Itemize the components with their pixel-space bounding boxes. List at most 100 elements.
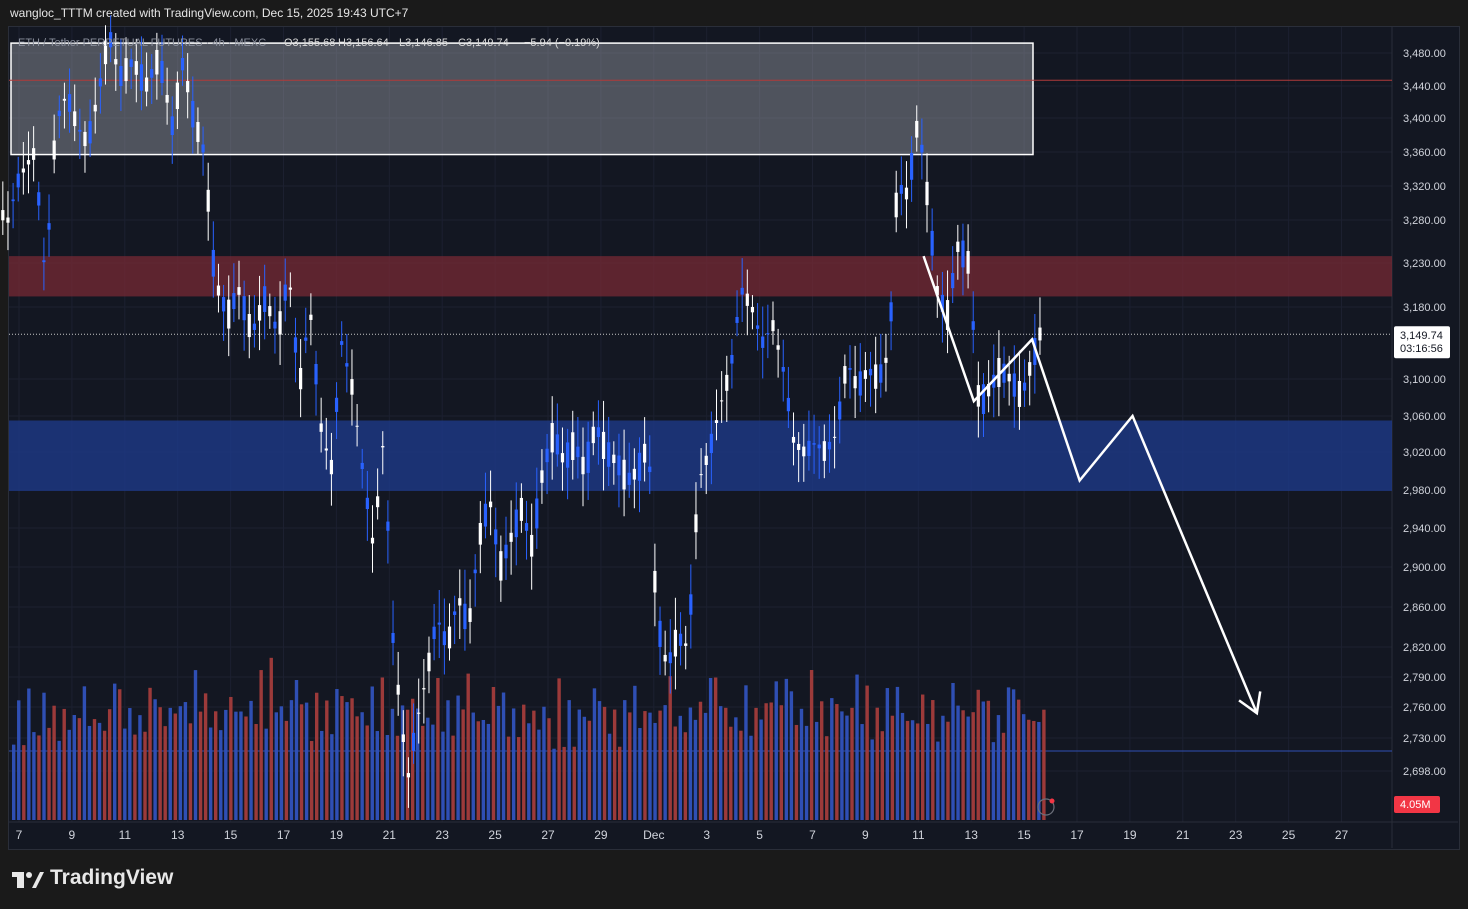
volume-bar bbox=[592, 688, 597, 820]
volume-bar bbox=[607, 733, 612, 820]
volume-bar bbox=[597, 701, 602, 820]
candle-body bbox=[386, 521, 390, 531]
volume-bars bbox=[12, 657, 1046, 820]
volume-bar bbox=[754, 707, 758, 820]
volume-bar bbox=[47, 727, 51, 820]
volume-bar bbox=[289, 700, 294, 820]
volume-bar bbox=[875, 707, 879, 820]
x-tick-label: 19 bbox=[1123, 828, 1137, 842]
y-tick-label: 3,360.00 bbox=[1403, 147, 1446, 159]
candle-body bbox=[596, 427, 601, 438]
volume-bar bbox=[825, 736, 829, 820]
volume-bar bbox=[784, 678, 789, 820]
brand-name: TradingView bbox=[50, 866, 174, 889]
candle-body bbox=[119, 66, 123, 87]
volume-bar bbox=[345, 702, 349, 820]
volume-bar bbox=[118, 689, 122, 820]
y-tick-label: 3,320.00 bbox=[1403, 181, 1446, 193]
volume-bar bbox=[128, 708, 132, 820]
candle-body bbox=[678, 633, 683, 646]
candle-body bbox=[304, 337, 308, 341]
volume-bar bbox=[830, 698, 834, 820]
candle-body bbox=[966, 251, 970, 274]
candle-body bbox=[899, 184, 903, 194]
candle-body bbox=[658, 620, 662, 648]
volume-bar bbox=[946, 721, 950, 820]
volume-bar bbox=[860, 724, 864, 820]
volume-bar bbox=[910, 720, 915, 820]
candle-body bbox=[411, 732, 416, 751]
candle-body bbox=[62, 98, 67, 101]
volume-bar bbox=[385, 734, 390, 820]
candle-body bbox=[268, 306, 272, 317]
volume-bar bbox=[996, 715, 1001, 820]
candle-body bbox=[740, 287, 744, 295]
candle-body bbox=[925, 181, 929, 206]
volume-bar bbox=[133, 734, 137, 820]
volume-bar bbox=[254, 724, 258, 820]
candle-body bbox=[139, 64, 144, 91]
volume-bar bbox=[734, 717, 738, 820]
volume-bar bbox=[506, 736, 511, 820]
tradingview-logo[interactable]: TradingView bbox=[12, 866, 173, 890]
last-price-badge bbox=[1394, 326, 1450, 359]
candle-body bbox=[607, 442, 611, 467]
volume-bar bbox=[375, 731, 379, 820]
volume-bar bbox=[234, 711, 238, 820]
candle-body bbox=[257, 305, 262, 321]
volume-bar bbox=[1042, 709, 1046, 820]
volume-bar bbox=[335, 689, 339, 820]
candle-body bbox=[273, 321, 277, 329]
candle-body bbox=[396, 684, 400, 695]
candle-body bbox=[6, 217, 10, 223]
volume-bar bbox=[739, 730, 743, 820]
candle-body bbox=[299, 367, 303, 390]
candle-body bbox=[170, 116, 174, 136]
x-tick-label: 7 bbox=[809, 828, 816, 842]
candle-body bbox=[67, 94, 72, 112]
volume-bar bbox=[663, 705, 667, 820]
candle-body bbox=[612, 454, 616, 464]
y-tick-label: 3,230.00 bbox=[1403, 258, 1446, 270]
candle-body bbox=[1, 210, 5, 221]
chart-caption: wangloc_TTTM created with TradingView.co… bbox=[10, 6, 409, 20]
x-axis: 7 9 11 13 15 17 19 21 23 25 27 29 Dec 3 5 7 9 11 13 15 17 19 2… bbox=[16, 828, 1349, 842]
volume-bar bbox=[789, 691, 794, 820]
volume-bar bbox=[188, 723, 193, 820]
candle-body bbox=[21, 168, 25, 173]
y-tick-label: 3,100.00 bbox=[1403, 374, 1446, 386]
y-tick-label: 3,480.00 bbox=[1403, 48, 1446, 60]
candle-body bbox=[103, 40, 108, 65]
volume-bar bbox=[441, 731, 445, 820]
volume-bar bbox=[102, 730, 107, 820]
volume-bar bbox=[724, 707, 728, 820]
volume-bar bbox=[496, 705, 501, 820]
volume-bar bbox=[703, 712, 708, 820]
projection-arrowhead bbox=[1238, 691, 1262, 716]
volume-bar bbox=[966, 716, 970, 820]
candle-body bbox=[704, 455, 708, 465]
candle-body bbox=[73, 111, 77, 127]
volume-bar bbox=[501, 692, 506, 820]
candle-body bbox=[376, 496, 380, 508]
volume-bar bbox=[355, 716, 359, 820]
volume-bar bbox=[264, 728, 268, 820]
x-tick-label: 25 bbox=[1282, 828, 1296, 842]
supply-zone bbox=[10, 42, 1034, 156]
y-tick-label: 2,900.00 bbox=[1403, 562, 1446, 574]
volume-bar bbox=[62, 708, 66, 820]
y-tick-label: 2,698.00 bbox=[1403, 766, 1446, 778]
candle-body bbox=[324, 448, 328, 451]
volume-bar bbox=[991, 742, 996, 820]
volume-bar bbox=[809, 670, 814, 820]
candle-body bbox=[78, 129, 82, 132]
ohlc-value: C3,149.74 bbox=[458, 37, 509, 49]
candle-body bbox=[180, 58, 185, 71]
volume-bar bbox=[330, 734, 334, 820]
volume-bar bbox=[360, 712, 364, 820]
candle-body bbox=[766, 333, 770, 335]
volume-bar bbox=[638, 728, 642, 820]
notification-dot bbox=[1049, 798, 1055, 804]
candles bbox=[1, 15, 1042, 808]
